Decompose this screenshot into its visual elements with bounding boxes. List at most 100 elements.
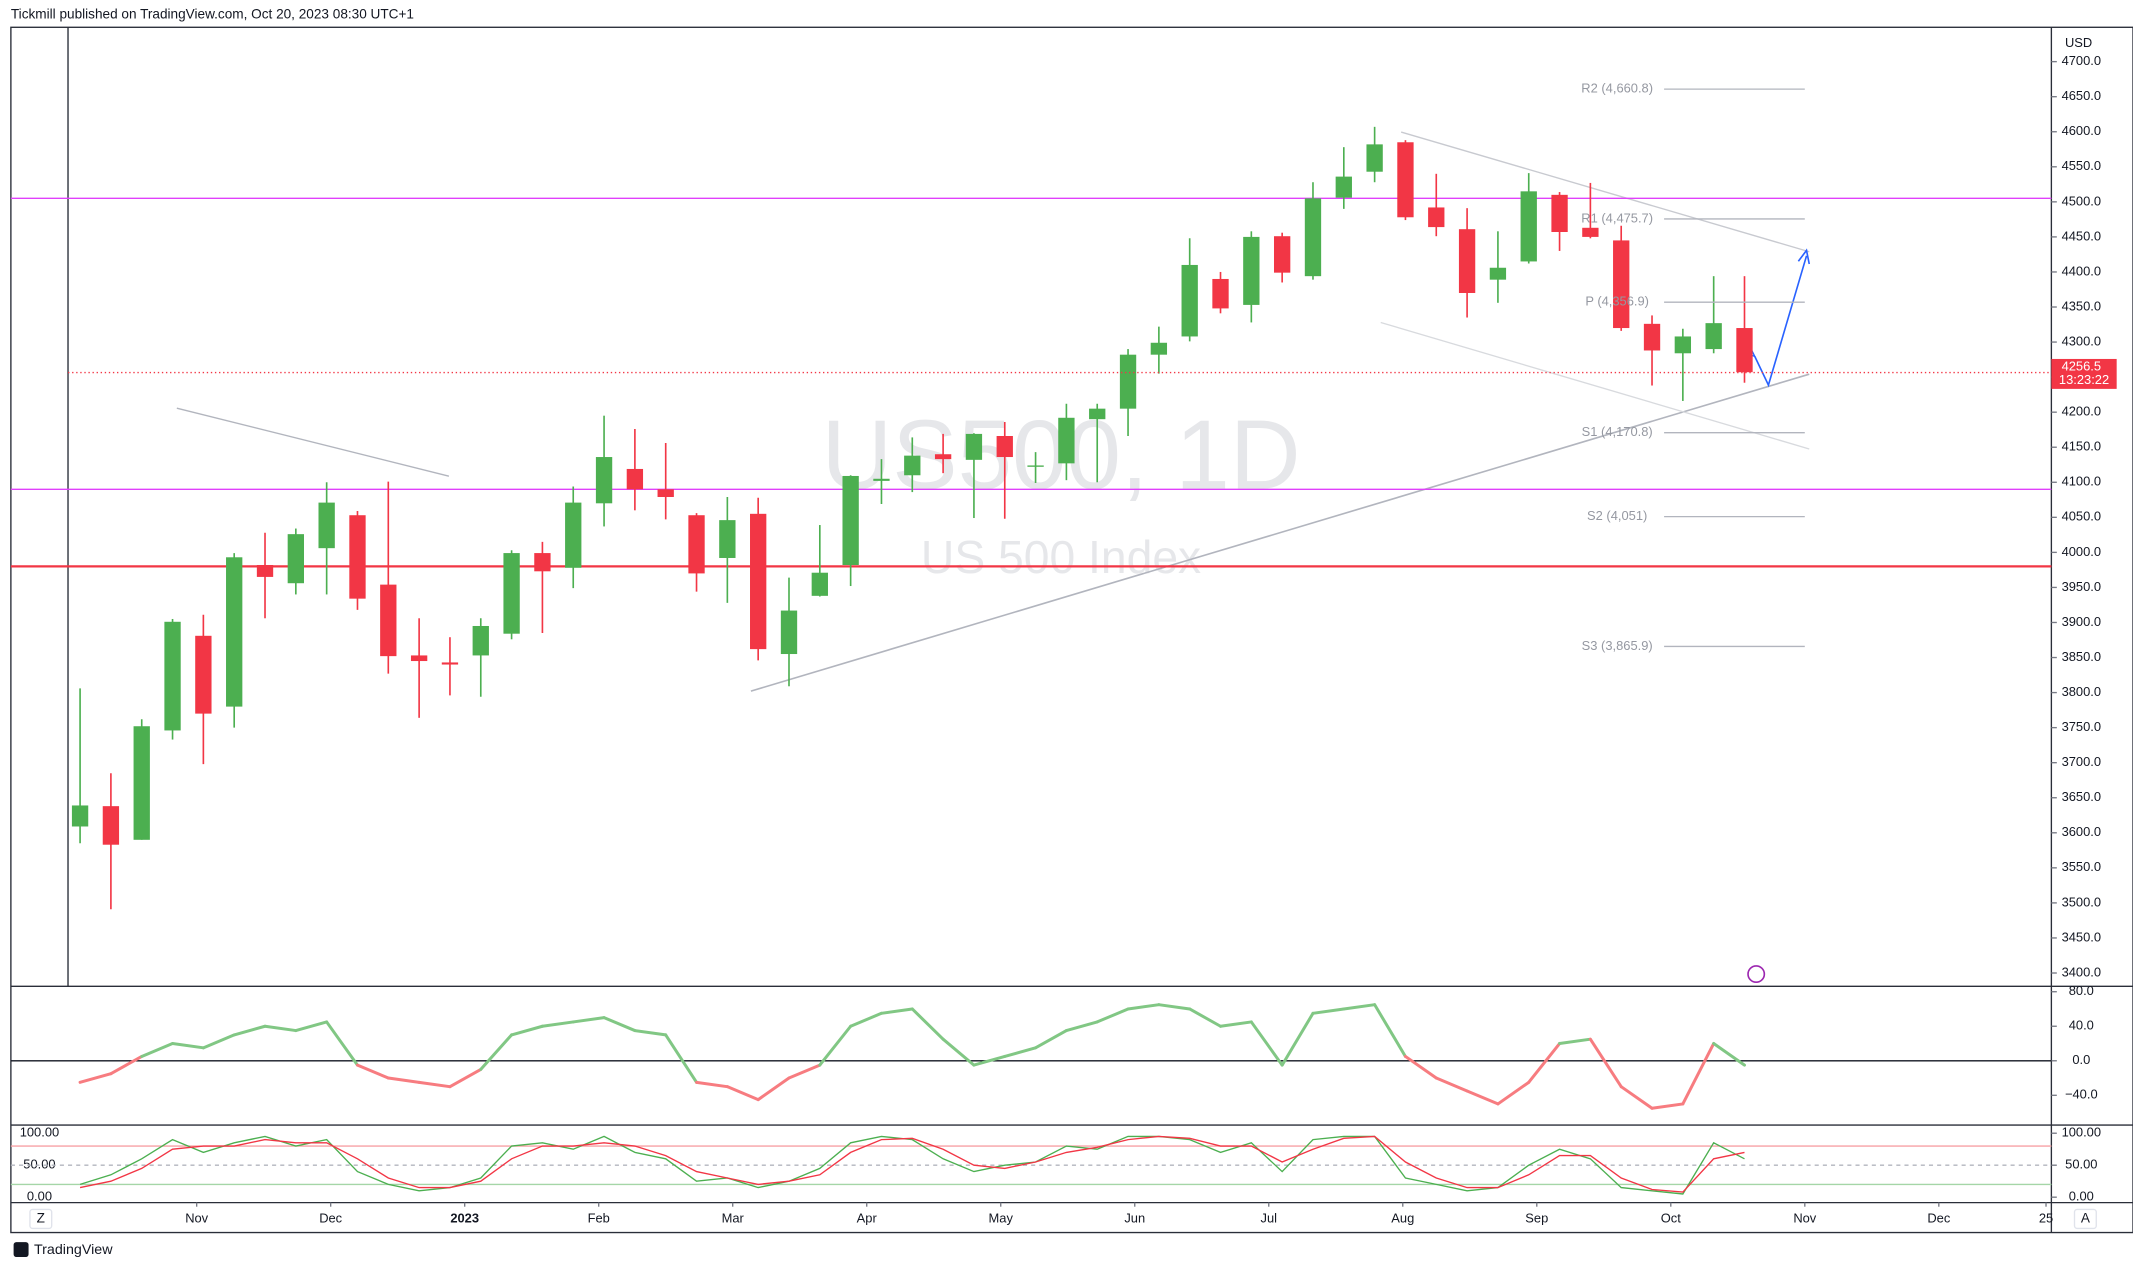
oscillator-segment bbox=[571, 1016, 606, 1024]
arrow-head bbox=[1797, 248, 1811, 265]
candle-body bbox=[1335, 176, 1352, 198]
y-tick-label: 0.0 bbox=[2072, 1052, 2090, 1067]
oscillator-segment bbox=[1619, 1085, 1654, 1110]
zoom-button-label[interactable]: Z bbox=[37, 1211, 45, 1226]
drawings bbox=[176, 131, 1811, 984]
oscillator-segment bbox=[1403, 1054, 1438, 1080]
candle-body bbox=[1150, 342, 1168, 355]
y-tick-label: 3500.0 bbox=[2062, 894, 2101, 909]
candle-body bbox=[133, 726, 150, 840]
y-tick-label: 3700.0 bbox=[2062, 754, 2101, 769]
candle-body bbox=[1551, 194, 1568, 232]
pivot-label: R1 (4,475.7) bbox=[1581, 210, 1653, 225]
oscillator-segment bbox=[633, 1029, 668, 1037]
oscillator-segment bbox=[756, 1076, 791, 1102]
x-tick-label: Oct bbox=[1661, 1210, 1681, 1225]
candle-body bbox=[1058, 417, 1075, 464]
currency-label: USD bbox=[2065, 35, 2092, 50]
y-tick-label: 80.0 bbox=[2069, 983, 2094, 998]
y-tick-label: 3850.0 bbox=[2062, 649, 2101, 664]
candle-body bbox=[534, 553, 551, 572]
candle-body bbox=[1119, 354, 1137, 409]
y-tick-label: 4300.0 bbox=[2062, 333, 2101, 348]
candle-body bbox=[1613, 240, 1630, 329]
last-price-label: 4256.5 bbox=[2062, 359, 2101, 374]
oscillator-segment bbox=[448, 1067, 483, 1089]
oscillator-segment bbox=[140, 1042, 175, 1058]
x-tick-label: Sep bbox=[1525, 1210, 1548, 1225]
x-tick-label: Feb bbox=[588, 1210, 610, 1225]
candle-body bbox=[934, 454, 952, 460]
candle-body bbox=[750, 513, 767, 650]
candle-body bbox=[380, 584, 397, 657]
candle-body bbox=[226, 557, 243, 707]
zoom-button[interactable] bbox=[29, 1208, 53, 1230]
y-tick-label: 50.00 bbox=[2065, 1157, 2097, 1172]
pivot-label: S3 (3,865.9) bbox=[1582, 638, 1653, 653]
oscillator-segment bbox=[1157, 1003, 1192, 1011]
candle-body bbox=[1273, 236, 1291, 273]
y-tick-label: 3900.0 bbox=[2062, 614, 2101, 629]
candle-body bbox=[71, 805, 89, 827]
y-tick-label: 4650.0 bbox=[2062, 88, 2101, 103]
oscillator-segment bbox=[201, 1033, 236, 1050]
candle-body bbox=[1705, 323, 1722, 350]
brand-logo bbox=[13, 1242, 29, 1258]
candle-body bbox=[657, 489, 674, 497]
candle-body bbox=[410, 655, 428, 662]
y-tick-label: 3600.0 bbox=[2062, 824, 2101, 839]
candle-body bbox=[102, 806, 120, 845]
oscillator-segment bbox=[695, 1080, 729, 1089]
candle-body bbox=[1674, 336, 1692, 354]
y-tick-label: 4350.0 bbox=[2062, 298, 2101, 313]
candle-body bbox=[811, 572, 828, 596]
y-tick-label: 3650.0 bbox=[2062, 789, 2101, 804]
trendline bbox=[1400, 131, 1810, 253]
y-tick-label: 3450.0 bbox=[2062, 929, 2101, 944]
candle-body bbox=[1366, 144, 1383, 172]
x-tick-label: Aug bbox=[1391, 1210, 1414, 1225]
candle-body bbox=[1212, 278, 1229, 309]
last-price-box bbox=[2051, 358, 2117, 389]
x-tick-label: 25 bbox=[2039, 1210, 2053, 1225]
auto-scale-label[interactable]: A bbox=[2081, 1211, 2091, 1226]
y-tick-label: 4500.0 bbox=[2062, 193, 2101, 208]
pivot-label: R2 (4,660.8) bbox=[1581, 81, 1653, 96]
oscillator-segment bbox=[879, 1007, 914, 1015]
oscillator-segment bbox=[1465, 1089, 1500, 1106]
candle-body bbox=[349, 515, 366, 599]
y-tick-label: 0.00 bbox=[2069, 1189, 2094, 1204]
x-tick-label: Jun bbox=[1124, 1210, 1145, 1225]
auto-scale-button[interactable] bbox=[2073, 1208, 2097, 1230]
candle-body bbox=[1089, 408, 1106, 420]
event-icon[interactable] bbox=[1747, 965, 1766, 984]
oscillator-segment bbox=[1311, 1007, 1346, 1015]
candle-body bbox=[1397, 142, 1414, 218]
oscillator-segment bbox=[1280, 1011, 1315, 1067]
candle-body bbox=[719, 520, 736, 558]
oscillator-segment bbox=[417, 1080, 452, 1089]
oscillator-segment bbox=[941, 1037, 976, 1067]
y-tick-label: −40.0 bbox=[2065, 1087, 2098, 1102]
oscillator-segment bbox=[1373, 1003, 1407, 1058]
oscillator-segment bbox=[1527, 1042, 1562, 1084]
oscillator-segment bbox=[1712, 1042, 1746, 1067]
oscillator-segment bbox=[910, 1007, 945, 1041]
x-tick-label: 2023 bbox=[450, 1210, 479, 1225]
oscillator-segment bbox=[479, 1033, 514, 1071]
oscillator-segment bbox=[1434, 1076, 1469, 1093]
candle-body bbox=[287, 534, 304, 584]
x-tick-label: Dec bbox=[1927, 1210, 1950, 1225]
oscillator-segment bbox=[1588, 1037, 1623, 1089]
oscillator-segment bbox=[109, 1054, 144, 1076]
y-tick-label: 3750.0 bbox=[2062, 719, 2101, 734]
pivot-label: S1 (4,170.8) bbox=[1582, 424, 1653, 439]
x-tick-label: Jul bbox=[1261, 1210, 1278, 1225]
y-tick-label: 3400.0 bbox=[2062, 964, 2101, 979]
x-tick-label: May bbox=[989, 1210, 1014, 1225]
candle-body bbox=[1428, 207, 1445, 228]
oscillator-segment bbox=[325, 1020, 359, 1067]
